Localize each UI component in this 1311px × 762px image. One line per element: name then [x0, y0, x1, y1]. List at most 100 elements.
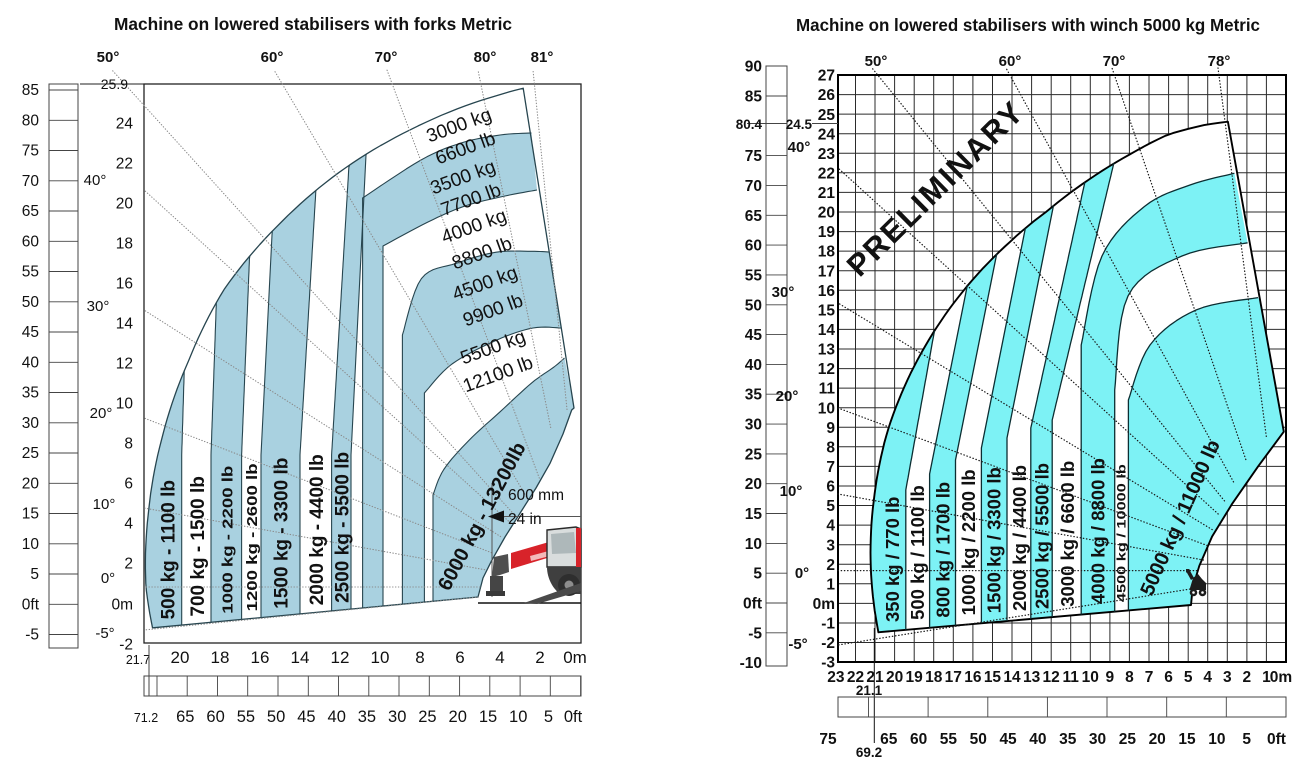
svg-text:30°: 30° — [87, 298, 110, 315]
svg-text:20: 20 — [745, 476, 762, 493]
svg-text:15: 15 — [984, 669, 1002, 686]
svg-text:70: 70 — [22, 173, 40, 190]
svg-text:55: 55 — [745, 267, 763, 284]
svg-text:5: 5 — [1242, 731, 1251, 748]
svg-text:2: 2 — [826, 557, 835, 574]
svg-text:9: 9 — [1106, 669, 1115, 686]
svg-text:0m: 0m — [813, 596, 835, 613]
svg-text:3: 3 — [826, 537, 835, 554]
svg-text:8: 8 — [1125, 669, 1134, 686]
svg-text:4: 4 — [1203, 669, 1212, 686]
svg-text:-5°: -5° — [788, 636, 807, 653]
svg-text:45: 45 — [22, 324, 39, 341]
svg-text:0ft: 0ft — [743, 596, 762, 613]
svg-text:2000 kg - 4400 lb: 2000 kg - 4400 lb — [307, 454, 328, 605]
svg-text:13: 13 — [1023, 669, 1041, 686]
svg-text:21: 21 — [866, 669, 884, 686]
svg-text:16: 16 — [251, 648, 270, 667]
svg-text:70°: 70° — [375, 49, 398, 66]
svg-text:6: 6 — [826, 479, 835, 496]
svg-text:14: 14 — [116, 316, 134, 333]
svg-text:40: 40 — [22, 354, 40, 371]
svg-text:0°: 0° — [101, 570, 115, 587]
svg-text:15: 15 — [818, 302, 836, 319]
svg-text:5: 5 — [544, 708, 553, 726]
svg-text:500 kg - 1100 lb: 500 kg - 1100 lb — [159, 480, 180, 619]
svg-text:50: 50 — [22, 294, 40, 311]
svg-text:65: 65 — [745, 208, 763, 225]
svg-text:20: 20 — [886, 669, 903, 686]
svg-text:1200 kg - 2600 lb: 1200 kg - 2600 lb — [244, 463, 261, 611]
svg-text:700 kg - 1500 lb: 700 kg - 1500 lb — [188, 476, 209, 616]
svg-text:19: 19 — [906, 669, 924, 686]
svg-text:15: 15 — [22, 506, 39, 523]
svg-text:-5: -5 — [748, 625, 762, 642]
svg-text:-1: -1 — [821, 616, 835, 633]
svg-text:75: 75 — [819, 731, 837, 748]
svg-text:45: 45 — [745, 327, 763, 344]
svg-text:12: 12 — [1043, 669, 1060, 686]
svg-text:-10: -10 — [740, 655, 762, 672]
svg-text:22: 22 — [818, 165, 835, 182]
svg-text:9: 9 — [826, 420, 835, 437]
svg-text:30: 30 — [22, 415, 40, 432]
svg-text:20: 20 — [171, 648, 190, 667]
svg-text:3000 kg / 6600 lb: 3000 kg / 6600 lb — [1057, 461, 1078, 607]
svg-text:90: 90 — [745, 59, 762, 76]
svg-text:800 kg / 1700 lb: 800 kg / 1700 lb — [932, 482, 953, 618]
svg-text:-2: -2 — [821, 635, 835, 652]
svg-text:60: 60 — [910, 731, 927, 748]
svg-text:78°: 78° — [1208, 53, 1231, 70]
svg-text:1500 kg / 3300 lb: 1500 kg / 3300 lb — [983, 467, 1004, 613]
svg-text:16: 16 — [964, 669, 982, 686]
svg-text:18: 18 — [116, 236, 133, 253]
svg-text:Machine on lowered stabilisers: Machine on lowered stabilisers with winc… — [796, 15, 1260, 35]
svg-text:500 kg / 1100 lb: 500 kg / 1100 lb — [907, 485, 928, 620]
svg-text:12: 12 — [818, 361, 835, 378]
svg-text:5: 5 — [1184, 669, 1193, 686]
svg-text:27: 27 — [818, 68, 835, 85]
svg-text:60°: 60° — [261, 49, 284, 66]
svg-text:8: 8 — [415, 648, 424, 667]
svg-text:40°: 40° — [84, 172, 107, 189]
svg-text:18: 18 — [818, 244, 836, 261]
svg-text:40: 40 — [745, 357, 762, 374]
svg-text:20: 20 — [1149, 731, 1166, 748]
svg-text:30: 30 — [388, 708, 406, 726]
svg-text:22: 22 — [847, 669, 864, 686]
svg-text:7: 7 — [826, 459, 835, 476]
svg-text:15: 15 — [1178, 731, 1196, 748]
svg-text:13: 13 — [818, 342, 836, 359]
svg-text:24 in: 24 in — [508, 511, 542, 528]
svg-text:26: 26 — [818, 87, 836, 104]
svg-text:2500 kg - 5500 lb: 2500 kg - 5500 lb — [333, 452, 354, 603]
svg-text:8: 8 — [826, 439, 835, 456]
svg-text:50: 50 — [970, 731, 987, 748]
svg-text:35: 35 — [358, 708, 376, 726]
svg-text:85: 85 — [745, 88, 763, 105]
svg-text:1: 1 — [1262, 669, 1271, 686]
svg-text:80.4: 80.4 — [736, 117, 763, 132]
svg-text:20: 20 — [116, 196, 134, 213]
svg-text:20: 20 — [449, 708, 467, 726]
svg-text:10: 10 — [745, 536, 762, 553]
svg-text:65: 65 — [880, 731, 898, 748]
svg-text:21: 21 — [818, 185, 836, 202]
svg-text:4: 4 — [124, 516, 133, 533]
svg-text:6: 6 — [455, 648, 464, 667]
svg-text:11: 11 — [1063, 669, 1080, 686]
svg-text:24: 24 — [116, 116, 134, 133]
svg-text:4000 kg / 8800 lb: 4000 kg / 8800 lb — [1087, 458, 1108, 604]
svg-text:12: 12 — [331, 648, 350, 667]
svg-text:18: 18 — [925, 669, 943, 686]
svg-text:25: 25 — [22, 445, 39, 462]
svg-text:19: 19 — [818, 224, 836, 241]
svg-text:30: 30 — [745, 417, 762, 434]
svg-text:2: 2 — [1243, 669, 1252, 686]
svg-text:1000 kg - 2200 lb: 1000 kg - 2200 lb — [220, 466, 237, 614]
svg-text:-2: -2 — [119, 637, 133, 654]
svg-text:18: 18 — [211, 648, 230, 667]
svg-text:24.5: 24.5 — [786, 117, 813, 132]
svg-text:23: 23 — [818, 146, 836, 163]
svg-text:0m: 0m — [111, 597, 133, 614]
